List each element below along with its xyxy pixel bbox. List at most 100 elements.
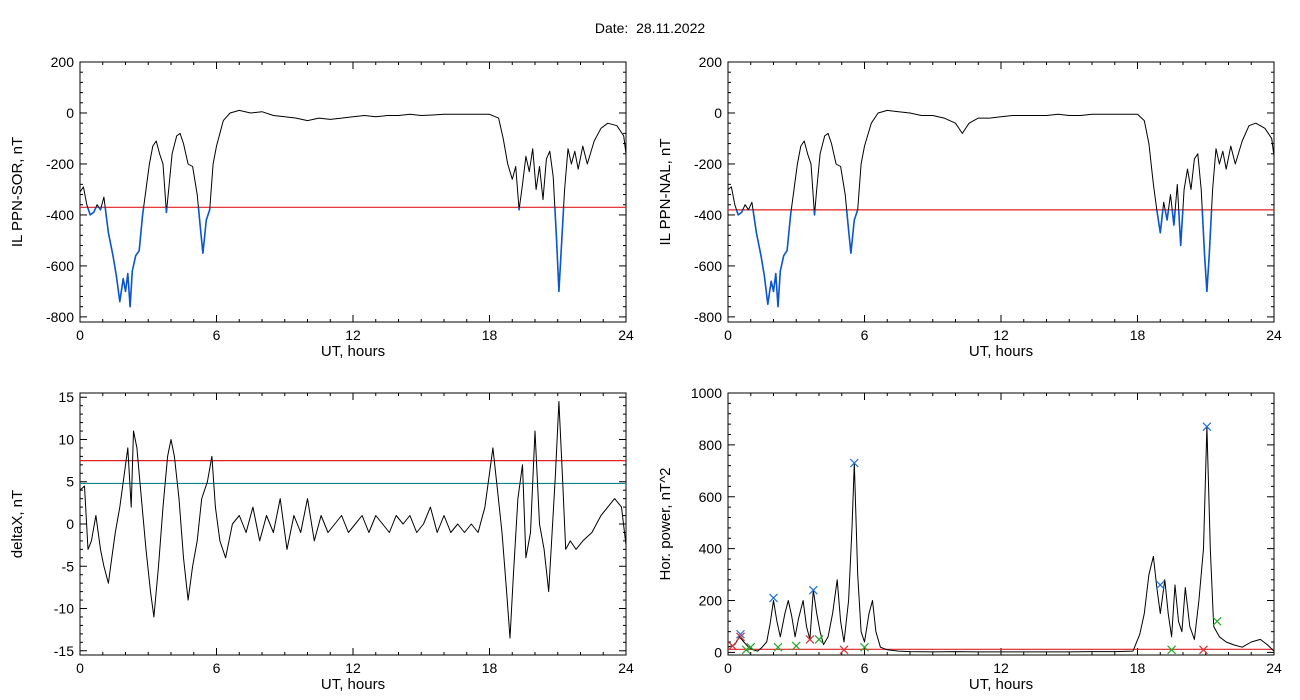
- y-tick-label: 0: [66, 105, 74, 121]
- marker-green: [814, 635, 824, 644]
- chart-deltax: 0 6 12 18 24 -15 -10 -5 0 5 10 15 UT, hours deltaX, n…: [9, 389, 634, 693]
- x-axis-label: UT, hours: [321, 343, 385, 360]
- x-tick-label: 6: [861, 660, 869, 676]
- x-tick-label: 18: [482, 660, 498, 676]
- marker-stroke: [741, 645, 751, 655]
- x-tick-label: 6: [213, 660, 221, 676]
- x-tick-label: 12: [345, 327, 361, 343]
- x-axis-label: UT, hours: [969, 676, 1033, 693]
- marker-stroke: [1167, 645, 1177, 655]
- y-tick-label: 400: [699, 541, 723, 557]
- marker-green: [1212, 616, 1222, 626]
- y-tick-label: -600: [694, 258, 722, 274]
- x-axis-label: UT, hours: [321, 676, 385, 693]
- series-line: [728, 426, 1274, 653]
- marker-stroke: [1202, 422, 1212, 432]
- y-axis-label: IL PPN-SOR, nT: [9, 137, 26, 247]
- marker-stroke: [728, 641, 737, 651]
- marker-red: [805, 635, 815, 644]
- marker-blue: [1155, 580, 1165, 590]
- plot-frame: [727, 61, 1275, 323]
- marker-stroke: [769, 593, 778, 603]
- date-value: 28.11.2022: [636, 20, 706, 36]
- chart-nal: 0 6 12 18 24 -800 -600 -400 -200 0 200 UT, hours IL …: [657, 54, 1282, 360]
- chart-power: 0 6 12 18 24 0 200 400 600 800 1000 UT, hours Hor. p…: [657, 385, 1282, 693]
- x-tick-label: 18: [1130, 660, 1146, 676]
- marker-red: [736, 632, 745, 642]
- y-tick-label: -200: [46, 156, 74, 172]
- x-tick-label: 6: [861, 327, 869, 343]
- marker-blue: [736, 629, 745, 639]
- x-tick-label: 12: [993, 327, 1009, 343]
- marker-red: [728, 641, 737, 651]
- y-tick-label: 1000: [691, 385, 722, 401]
- marker-blue: [1202, 422, 1212, 432]
- y-tick-label: 0: [714, 644, 722, 660]
- y-tick-label: 200: [699, 593, 723, 609]
- x-tick-label: 0: [724, 327, 732, 343]
- marker-stroke: [736, 629, 745, 639]
- marker-green: [773, 642, 783, 652]
- x-tick-label: 24: [618, 327, 634, 343]
- marker-green: [746, 642, 756, 652]
- y-tick-label: 5: [66, 474, 74, 490]
- marker-stroke: [1212, 616, 1222, 626]
- marker-stroke: [805, 635, 815, 644]
- marker-green: [860, 642, 869, 652]
- x-axis-label: UT, hours: [969, 343, 1033, 360]
- x-tick-label: 18: [1130, 327, 1146, 343]
- chart-sor: 0 6 12 18 24 -800 -600 -400 -200 0 200 UT, hours IL …: [9, 54, 634, 360]
- y-tick-label: 0: [714, 105, 722, 121]
- marker-stroke: [773, 642, 783, 652]
- marker-blue: [808, 585, 818, 595]
- marker-stroke: [1199, 645, 1208, 655]
- marker-stroke: [1155, 580, 1165, 590]
- series-highlight: [735, 209, 1213, 308]
- y-tick-label: -200: [694, 156, 722, 172]
- x-tick-label: 18: [482, 327, 498, 343]
- y-axis-label: deltaX, nT: [9, 490, 26, 558]
- y-tick-label: 800: [699, 437, 723, 453]
- series-highlight: [86, 207, 565, 308]
- y-tick-label: -10: [54, 601, 74, 617]
- y-tick-label: -400: [46, 207, 74, 223]
- date-header: Date: 28.11.2022: [0, 20, 1300, 36]
- x-tick-label: 24: [1266, 660, 1282, 676]
- marker-green: [741, 645, 751, 655]
- y-tick-label: 10: [58, 431, 74, 447]
- marker-stroke: [839, 645, 849, 655]
- y-tick-label: 200: [51, 54, 75, 70]
- y-tick-label: 15: [58, 389, 74, 405]
- marker-stroke: [860, 642, 869, 652]
- y-tick-label: -400: [694, 207, 722, 223]
- series-line: [80, 109, 626, 308]
- marker-stroke: [808, 585, 818, 595]
- series-line: [728, 109, 1274, 308]
- marker-stroke: [736, 632, 745, 642]
- y-tick-label: -800: [46, 309, 74, 325]
- marker-stroke: [791, 641, 801, 651]
- x-tick-label: 0: [76, 660, 84, 676]
- marker-blue: [849, 458, 859, 468]
- x-tick-label: 12: [993, 660, 1009, 676]
- y-tick-label: -800: [694, 309, 722, 325]
- x-tick-label: 0: [724, 660, 732, 676]
- y-tick-label: -15: [54, 643, 74, 659]
- y-axis-label: IL PPN-NAL, nT: [657, 139, 674, 246]
- marker-green: [1167, 645, 1177, 655]
- marker-blue: [769, 593, 778, 603]
- marker-stroke: [849, 458, 859, 468]
- x-tick-label: 6: [213, 327, 221, 343]
- x-tick-label: 24: [618, 660, 634, 676]
- y-tick-label: 600: [699, 489, 723, 505]
- plot-frame: [727, 392, 1275, 656]
- y-tick-label: -5: [62, 558, 75, 574]
- marker-green: [791, 641, 801, 651]
- x-tick-label: 12: [345, 660, 361, 676]
- series-line: [80, 401, 626, 639]
- y-tick-label: -600: [46, 258, 74, 274]
- marker-stroke: [814, 635, 824, 644]
- date-label: Date:: [594, 20, 629, 36]
